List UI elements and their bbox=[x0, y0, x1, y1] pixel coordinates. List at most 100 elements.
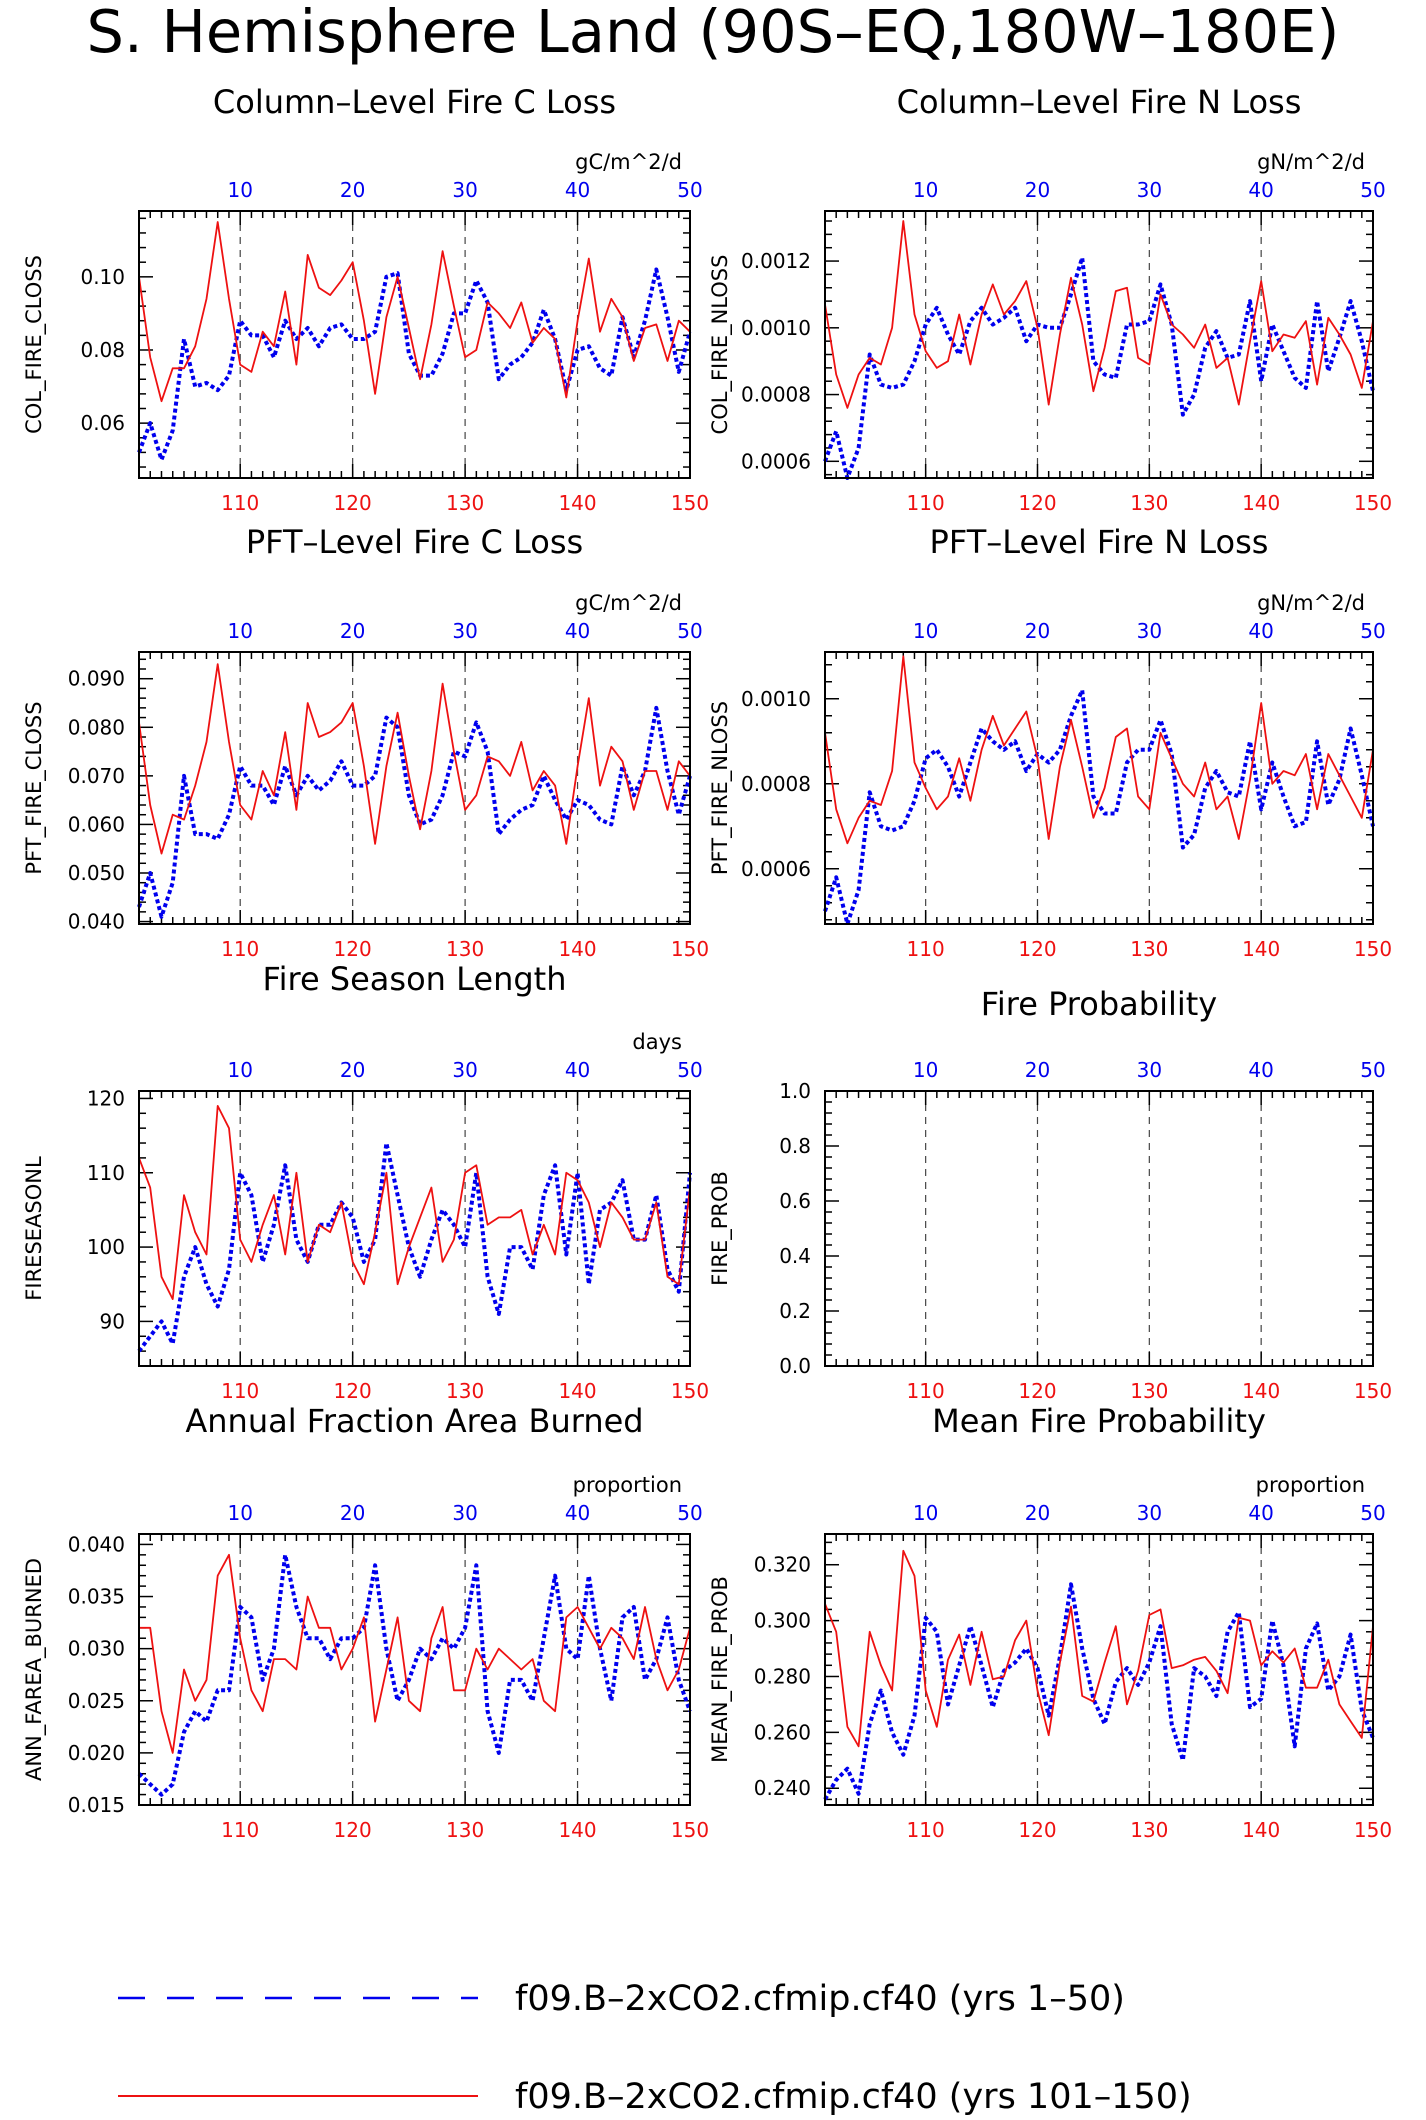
x-tick-label-top: 20 bbox=[1025, 619, 1050, 643]
chart-panel-fire-prob: 0.0 0.2 0.4 0.6 0.8 1.0 110 120 130 140 150 10 20 30 4… bbox=[708, 985, 1392, 1403]
plot-frame bbox=[138, 651, 691, 925]
x-tick-label-bottom: 110 bbox=[221, 491, 259, 515]
chart-title: Fire Probability bbox=[981, 985, 1217, 1023]
chart-title: Annual Fraction Area Burned bbox=[185, 1402, 643, 1440]
units-label: gC/m^2/d bbox=[575, 591, 682, 615]
x-tick-label-top: 40 bbox=[565, 178, 590, 202]
x-tick-label-top: 20 bbox=[340, 1501, 365, 1525]
y-tick-label: 0.080 bbox=[68, 715, 125, 739]
x-tick-label-top: 50 bbox=[677, 619, 702, 643]
x-tick-label-bottom: 130 bbox=[1130, 1818, 1168, 1842]
x-tick-label-bottom: 140 bbox=[558, 1818, 596, 1842]
page-title: S. Hemisphere Land (90S–EQ,180W–180E) bbox=[87, 0, 1340, 66]
units-label: gN/m^2/d bbox=[1257, 150, 1365, 174]
x-tick-label-bottom: 150 bbox=[671, 1379, 709, 1403]
y-tick-label: 0.015 bbox=[68, 1793, 125, 1817]
y-tick-label: 0.2 bbox=[779, 1299, 811, 1323]
chart-panel-pft-fire-nloss: 0.0006 0.0008 0.0010 110 120 130 140 150 10 20 30 4… bbox=[708, 523, 1392, 961]
x-tick-label-top: 20 bbox=[340, 1058, 365, 1082]
y-tick-label: 0.0010 bbox=[741, 687, 811, 711]
y-tick-label: 0.300 bbox=[754, 1609, 811, 1633]
y-tick-label: 100 bbox=[87, 1235, 125, 1259]
x-tick-label-top: 20 bbox=[340, 178, 365, 202]
y-tick-label: 0.10 bbox=[80, 265, 125, 289]
x-tick-label-bottom: 150 bbox=[1354, 1818, 1392, 1842]
x-tick-label-top: 10 bbox=[913, 1058, 938, 1082]
x-tick-label-top: 20 bbox=[1025, 1501, 1050, 1525]
units-label: gN/m^2/d bbox=[1257, 591, 1365, 615]
x-tick-label-top: 20 bbox=[340, 619, 365, 643]
x-tick-label-bottom: 110 bbox=[907, 1818, 945, 1842]
series-line-yrs-1-50 bbox=[137, 1141, 692, 1353]
chart-title: Mean Fire Probability bbox=[932, 1402, 1266, 1440]
y-tick-label: 0.8 bbox=[779, 1134, 811, 1158]
y-tick-label: 0.040 bbox=[68, 910, 125, 934]
x-tick-label-bottom: 140 bbox=[1242, 1379, 1280, 1403]
units-label: days bbox=[632, 1030, 682, 1054]
x-tick-label-bottom: 140 bbox=[558, 491, 596, 515]
y-tick-label: 0.0012 bbox=[741, 249, 811, 273]
y-axis-label: COL_FIRE_NLOSS bbox=[708, 255, 733, 435]
x-tick-label-top: 30 bbox=[1137, 178, 1162, 202]
chart-panel-mean-fire-prob: 0.240 0.260 0.280 0.300 0.320 110 120 130 140 150… bbox=[708, 1402, 1392, 1842]
x-tick-label-top: 10 bbox=[227, 1058, 252, 1082]
x-tick-label-top: 50 bbox=[677, 178, 702, 202]
x-tick-label-top: 10 bbox=[227, 178, 252, 202]
x-tick-label-top: 10 bbox=[913, 1501, 938, 1525]
x-tick-label-top: 50 bbox=[677, 1501, 702, 1525]
y-tick-label: 120 bbox=[87, 1086, 125, 1110]
x-tick-label-bottom: 110 bbox=[221, 1379, 259, 1403]
x-tick-label-top: 30 bbox=[1137, 1501, 1162, 1525]
series-line-yrs-101-150 bbox=[138, 221, 691, 403]
chart-title: Fire Season Length bbox=[263, 960, 567, 998]
chart-title: Column–Level Fire N Loss bbox=[897, 83, 1302, 121]
x-tick-label-bottom: 150 bbox=[1354, 937, 1392, 961]
series-line-yrs-101-150 bbox=[824, 655, 1374, 845]
y-tick-label: 0.280 bbox=[754, 1664, 811, 1688]
chart-panel-pft-fire-closs: 0.040 0.050 0.060 0.070 0.080 0.090 110 120 130 1… bbox=[22, 523, 709, 961]
x-tick-label-bottom: 120 bbox=[334, 937, 372, 961]
plot-frame bbox=[138, 1090, 691, 1367]
y-tick-label: 0.090 bbox=[68, 667, 125, 691]
y-tick-label: 0.240 bbox=[754, 1776, 811, 1800]
x-tick-label-bottom: 110 bbox=[221, 1818, 259, 1842]
y-tick-label: 0.08 bbox=[80, 338, 125, 362]
y-tick-label: 0.070 bbox=[68, 764, 125, 788]
chart-panel-col-fire-nloss: 0.0006 0.0008 0.0010 0.0012 110 120 130 140 150 1… bbox=[708, 83, 1392, 515]
plot-frame bbox=[824, 1533, 1374, 1806]
chart-title: PFT–Level Fire N Loss bbox=[930, 523, 1269, 561]
x-tick-label-bottom: 120 bbox=[1018, 1379, 1056, 1403]
x-tick-label-bottom: 130 bbox=[1130, 491, 1168, 515]
y-tick-label: 0.0006 bbox=[741, 449, 811, 473]
y-tick-label: 0.060 bbox=[68, 812, 125, 836]
x-tick-label-top: 40 bbox=[565, 1058, 590, 1082]
x-tick-label-top: 10 bbox=[913, 619, 938, 643]
plot-frame bbox=[824, 1090, 1374, 1367]
x-tick-label-bottom: 110 bbox=[907, 1379, 945, 1403]
series-line-yrs-1-50 bbox=[823, 688, 1375, 926]
units-label: gC/m^2/d bbox=[575, 150, 682, 174]
x-tick-label-bottom: 150 bbox=[1354, 1379, 1392, 1403]
y-tick-label: 0.0008 bbox=[741, 772, 811, 796]
plot-frame bbox=[138, 210, 691, 479]
series-line-yrs-101-150 bbox=[138, 1105, 691, 1300]
x-tick-label-bottom: 140 bbox=[1242, 1818, 1280, 1842]
chart-title: PFT–Level Fire C Loss bbox=[246, 523, 583, 561]
x-tick-label-top: 30 bbox=[1137, 1058, 1162, 1082]
x-tick-label-bottom: 150 bbox=[1354, 491, 1392, 515]
x-tick-label-bottom: 150 bbox=[671, 1818, 709, 1842]
x-tick-label-bottom: 120 bbox=[1018, 1818, 1056, 1842]
series-line-yrs-1-50 bbox=[137, 267, 692, 462]
x-tick-label-bottom: 120 bbox=[1018, 491, 1056, 515]
y-tick-label: 0.0008 bbox=[741, 383, 811, 407]
series-line-yrs-101-150 bbox=[138, 663, 691, 855]
chart-panel-col-fire-closs: 0.06 0.08 0.10 110 120 130 140 150 10 20 30 40 50 Col… bbox=[22, 83, 709, 515]
y-tick-label: 0.020 bbox=[68, 1741, 125, 1765]
y-tick-label: 0.0010 bbox=[741, 316, 811, 340]
y-axis-label: FIRESEASONL bbox=[22, 1156, 46, 1301]
x-tick-label-top: 10 bbox=[913, 178, 938, 202]
x-tick-label-bottom: 140 bbox=[1242, 491, 1280, 515]
y-axis-label: FIRE_PROB bbox=[708, 1171, 733, 1286]
x-tick-label-bottom: 130 bbox=[446, 491, 484, 515]
x-tick-label-top: 40 bbox=[565, 619, 590, 643]
